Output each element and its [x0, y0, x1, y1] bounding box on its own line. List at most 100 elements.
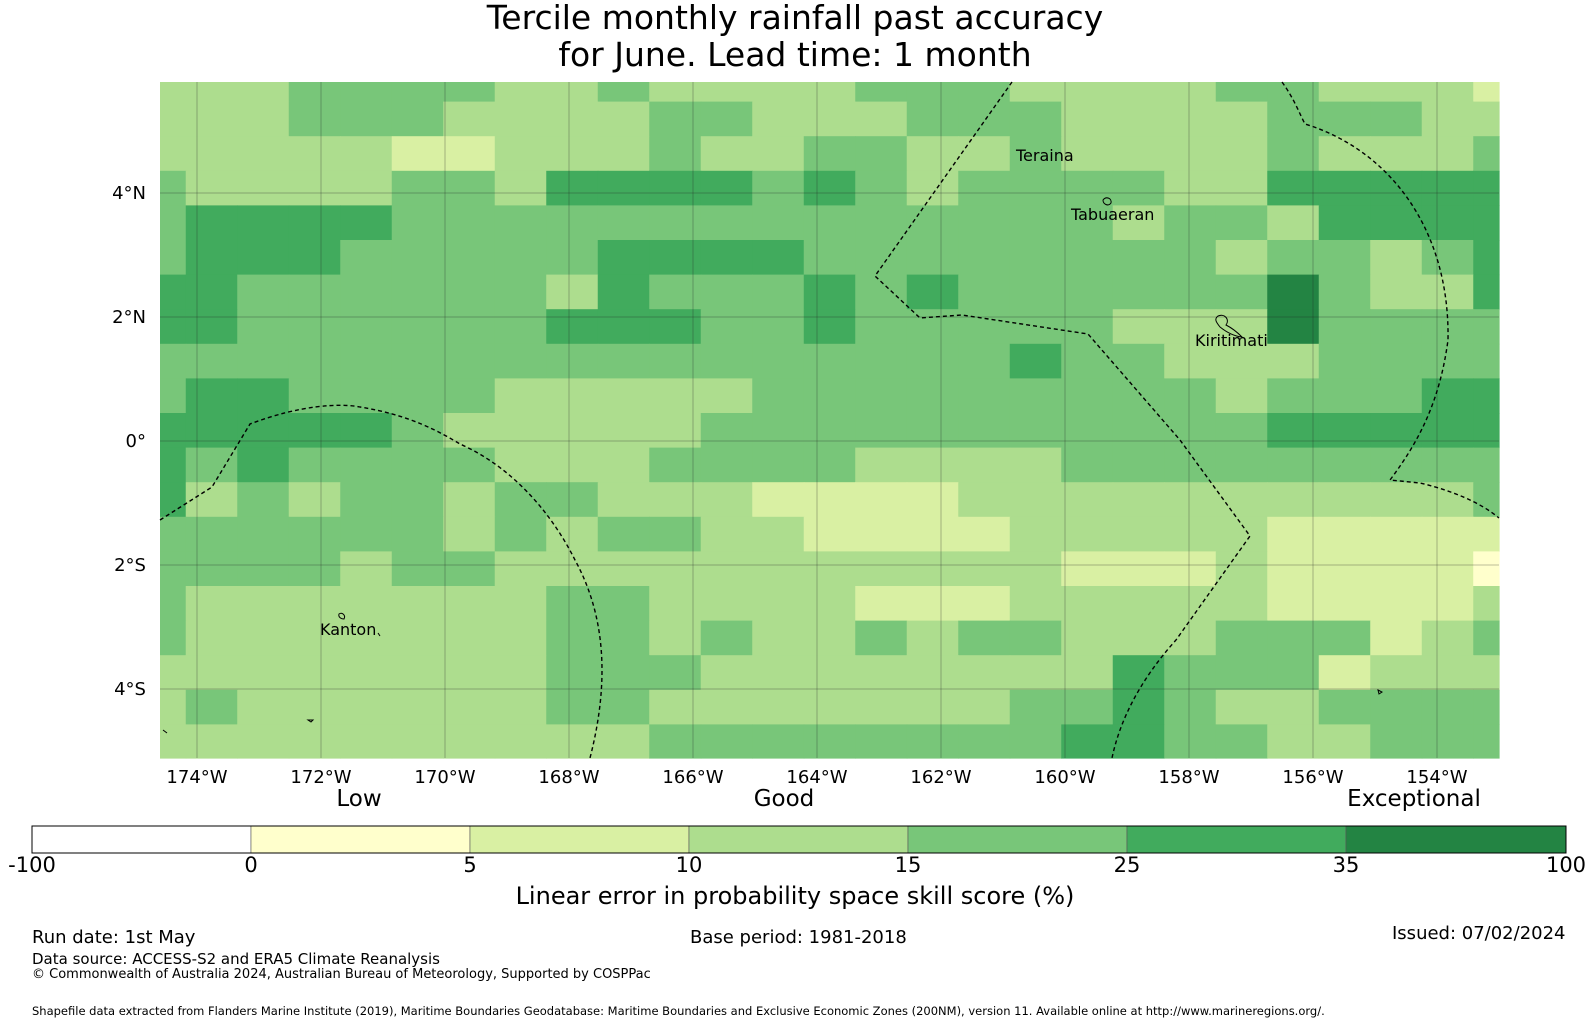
grid-cell	[340, 620, 393, 656]
grid-cell	[958, 689, 1011, 725]
grid-cell	[443, 101, 496, 137]
grid-cell	[958, 82, 1011, 103]
grid-cell	[1112, 689, 1165, 725]
grid-cell	[958, 170, 1011, 206]
grid-cell	[443, 82, 496, 103]
colorbar-tick-label: 10	[675, 853, 703, 877]
longitude-label: 172°W	[290, 767, 352, 788]
grid-cell	[1112, 551, 1165, 587]
grid-cell	[340, 689, 393, 725]
grid-cell	[1318, 586, 1371, 622]
grid-cell	[160, 101, 187, 137]
grid-cell	[649, 620, 702, 656]
grid-cell	[649, 551, 702, 587]
grid-cell	[597, 205, 650, 241]
grid-cell	[1112, 101, 1165, 137]
grid-cell	[1061, 170, 1114, 206]
grid-cell	[160, 240, 187, 276]
grid-cell	[185, 378, 238, 414]
grid-cell	[1473, 482, 1500, 518]
grid-cell	[1061, 82, 1114, 103]
grid-cell	[1112, 136, 1165, 172]
longitude-label: 174°W	[166, 767, 228, 788]
grid-cell	[546, 240, 599, 276]
colorbar-tick-label: 25	[1113, 853, 1141, 877]
grid-cell	[185, 689, 238, 725]
grid-cell	[649, 170, 702, 206]
grid-cell	[1061, 447, 1114, 483]
grid-cell	[237, 447, 290, 483]
grid-cell	[1215, 620, 1268, 656]
grid-cell	[391, 551, 444, 587]
grid-cell	[288, 136, 341, 172]
tabuaeran-island-outline	[1102, 197, 1112, 206]
grid-cell	[1061, 343, 1114, 379]
grid-cell	[288, 482, 341, 518]
grid-cell	[443, 413, 496, 449]
grid-cell	[597, 343, 650, 379]
grid-cell	[803, 516, 856, 552]
colorbar-tick-label: 5	[463, 853, 477, 877]
grid-cell	[1215, 274, 1268, 310]
grid-cell	[1267, 170, 1320, 206]
grid-cell	[958, 101, 1011, 137]
colorbar-title: Linear error in probability space skill …	[515, 882, 1075, 910]
grid-cell	[649, 482, 702, 518]
grid-cell	[160, 689, 187, 725]
longitude-label: 162°W	[910, 767, 972, 788]
grid-cell	[1421, 551, 1474, 587]
grid-cell	[1009, 655, 1062, 691]
grid-cell	[1318, 724, 1371, 759]
grid-cell	[1164, 274, 1217, 310]
grid-cell	[700, 724, 753, 759]
grid-cell	[1215, 586, 1268, 622]
grid-cell	[1421, 274, 1474, 310]
grid-cell	[1215, 516, 1268, 552]
grid-cell	[752, 136, 805, 172]
grid-cell	[1164, 378, 1217, 414]
grid-cell	[494, 620, 547, 656]
grid-cell	[1473, 274, 1500, 310]
grid-cell	[1009, 447, 1062, 483]
longitude-label: 166°W	[662, 767, 724, 788]
grid-cell	[1009, 413, 1062, 449]
grid-cell	[1267, 586, 1320, 622]
grid-cell	[443, 378, 496, 414]
grid-cell	[1112, 82, 1165, 103]
grid-cell	[700, 689, 753, 725]
grid-cell	[1164, 309, 1217, 345]
eez-boundaries	[159, 81, 1500, 759]
grid-cell	[391, 205, 444, 241]
grid-cell	[1318, 136, 1371, 172]
grid-cell	[1370, 482, 1423, 518]
grid-cell	[803, 274, 856, 310]
grid-cell	[1318, 82, 1371, 103]
data-source: Data source: ACCESS-S2 and ERA5 Climate …	[32, 950, 440, 968]
grid-cell	[1164, 482, 1217, 518]
grid-cell	[1267, 378, 1320, 414]
grid-cell	[237, 343, 290, 379]
grid-cell	[494, 309, 547, 345]
grid-cell	[700, 101, 753, 137]
islet-outline	[306, 719, 315, 723]
grid-cell	[288, 689, 341, 725]
grid-cell	[752, 413, 805, 449]
grid-cell	[752, 516, 805, 552]
grid-cell	[494, 689, 547, 725]
grid-cell	[958, 620, 1011, 656]
grid-cell	[340, 240, 393, 276]
grid-cell	[391, 378, 444, 414]
grid-cell	[1267, 620, 1320, 656]
grid-cell	[237, 170, 290, 206]
grid-cell	[1112, 274, 1165, 310]
grid-cell	[1473, 516, 1500, 552]
grid-cell	[1112, 205, 1165, 241]
issued-date: Issued: 07/02/2024	[1392, 923, 1566, 944]
grid-cell	[391, 170, 444, 206]
grid-cell	[160, 551, 187, 587]
grid-cell	[237, 240, 290, 276]
grid-cell	[803, 447, 856, 483]
grid-cell	[700, 447, 753, 483]
grid-cell	[494, 516, 547, 552]
